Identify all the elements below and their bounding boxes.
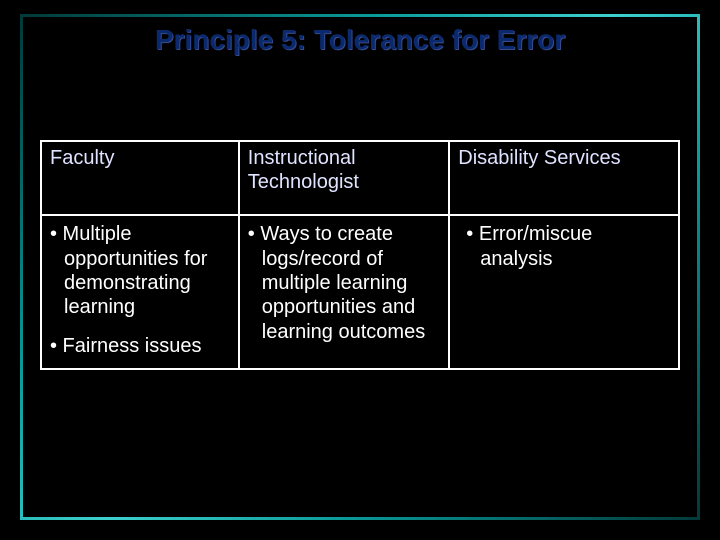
column-header-instructional-technologist: Instructional Technologist	[239, 141, 450, 216]
table-header-row: Faculty Instructional Technologist Disab…	[41, 141, 679, 216]
bullet-item: • Error/miscue analysis	[458, 222, 670, 271]
spacer	[50, 320, 230, 334]
bullet-item: • Multiple opportunities for demonstrati…	[50, 222, 230, 320]
table-body-row: • Multiple opportunities for demonstrati…	[41, 215, 679, 369]
slide-subtitle: Instruction anticipates variations in in…	[44, 68, 678, 126]
bullet-item: • Fairness issues	[50, 334, 230, 358]
content-table: Faculty Instructional Technologist Disab…	[40, 140, 680, 371]
cell-faculty: • Multiple opportunities for demonstrati…	[41, 215, 239, 369]
column-header-faculty: Faculty	[41, 141, 239, 216]
column-header-disability-services: Disability Services	[449, 141, 679, 216]
slide-title: Principle 5: Tolerance for Error	[26, 24, 694, 56]
cell-disability-services: • Error/miscue analysis	[449, 215, 679, 369]
cell-instructional-technologist: • Ways to create logs/record of multiple…	[239, 215, 450, 369]
slide: Principle 5: Tolerance for Error Instruc…	[0, 0, 720, 540]
bullet-item: • Ways to create logs/record of multiple…	[248, 222, 441, 344]
